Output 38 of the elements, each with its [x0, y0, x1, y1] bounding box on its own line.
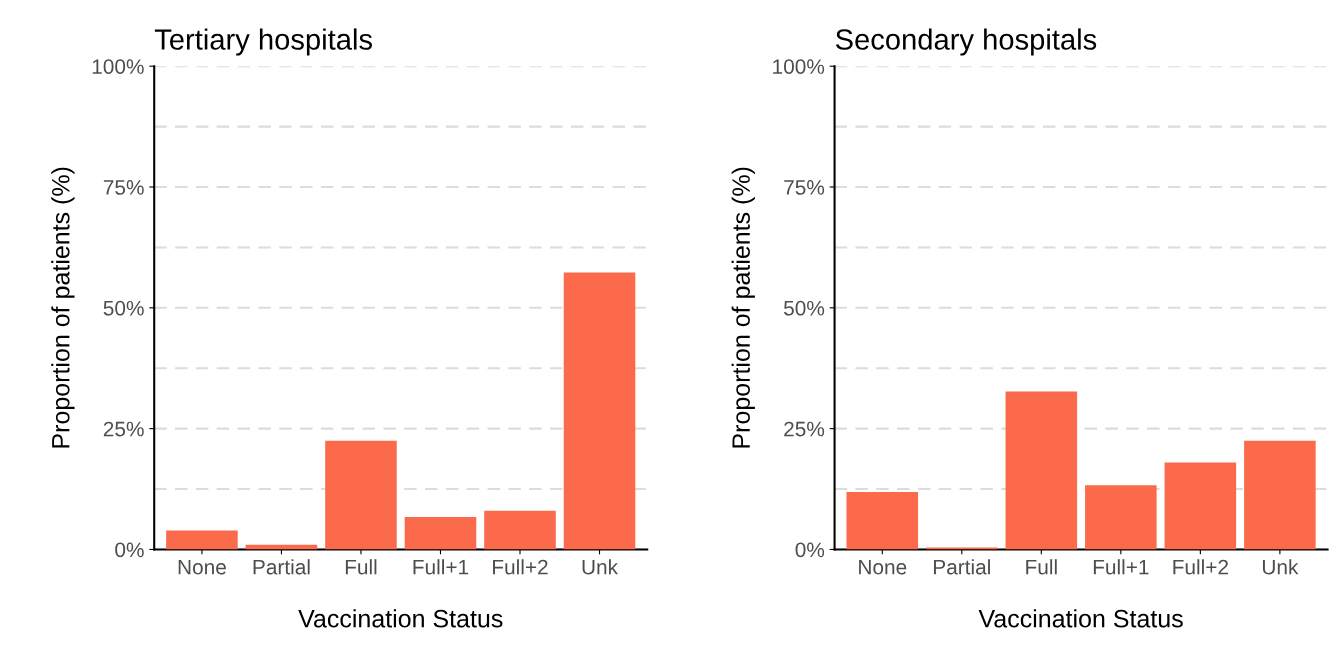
bar — [166, 530, 238, 550]
chart-title: Tertiary hospitals — [154, 28, 372, 56]
x-tick-label: None — [178, 559, 226, 575]
x-tick-label: None — [859, 559, 907, 575]
x-tick-label: Full — [345, 559, 377, 575]
y-tick-label: 100% — [92, 59, 144, 74]
y-tick-label: 75% — [103, 180, 144, 195]
x-tick-label: Full+2 — [1173, 559, 1228, 575]
bar — [846, 491, 919, 550]
bar — [325, 440, 397, 550]
x-tick-label: Full — [1026, 559, 1057, 575]
y-tick-label: 25% — [784, 421, 825, 437]
y-axis-title: Proportion of patients (%) — [51, 167, 75, 448]
x-tick-label: Full+1 — [413, 559, 469, 575]
y-tick-label: 0% — [115, 542, 144, 558]
bar — [1244, 440, 1316, 550]
x-tick-label: Partial — [933, 559, 990, 575]
x-tick-label: Full+1 — [1093, 559, 1149, 575]
x-axis-title: Vaccination Status — [978, 609, 1183, 628]
x-tick-label: Full+2 — [493, 559, 548, 575]
y-axis-title: Proportion of patients (%) — [731, 167, 755, 448]
x-tick-label: Unk — [582, 559, 619, 575]
y-tick-label: 50% — [103, 300, 144, 316]
bar — [563, 272, 636, 550]
y-tick-label: 75% — [784, 180, 825, 195]
y-tick-label: 100% — [773, 59, 825, 74]
y-tick-label: 0% — [795, 542, 825, 558]
bar — [1085, 485, 1157, 550]
y-tick-label: 50% — [783, 300, 825, 316]
bar — [404, 517, 477, 550]
bar — [1164, 462, 1237, 550]
bar — [484, 510, 556, 550]
x-tick-label: Unk — [1262, 559, 1299, 575]
bar — [1005, 391, 1078, 550]
x-axis-title: Vaccination Status — [298, 609, 503, 628]
x-tick-label: Partial — [253, 559, 310, 575]
chart-title: Secondary hospitals — [835, 28, 1097, 56]
y-tick-label: 25% — [103, 421, 144, 437]
